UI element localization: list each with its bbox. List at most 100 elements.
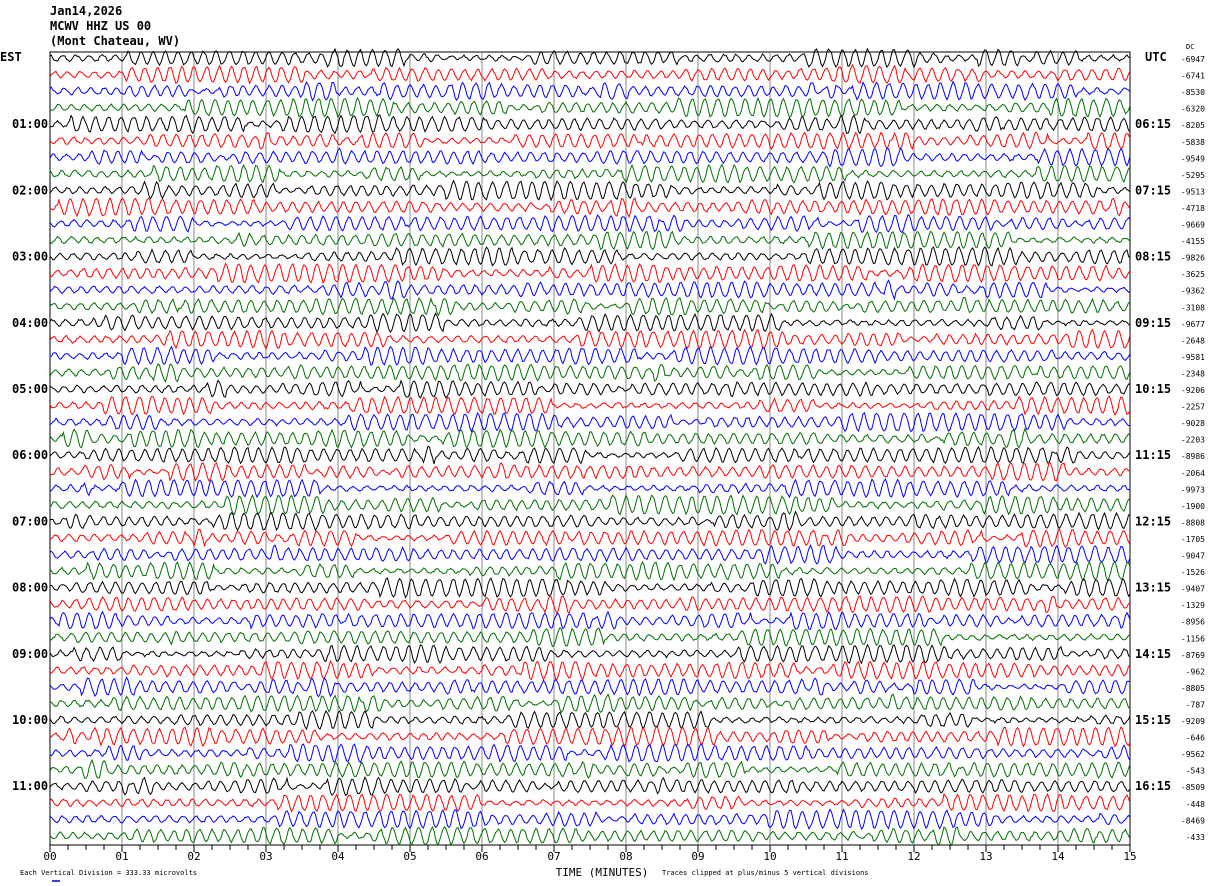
x-tick-label: 01 <box>115 850 128 863</box>
trace-row-15 <box>49 296 1131 317</box>
est-hour-label: 06:00 <box>12 448 48 462</box>
trace-row-38 <box>49 676 1131 698</box>
utc-axis-label: UTC <box>1145 50 1167 64</box>
trace-row-47 <box>49 826 1131 847</box>
x-tick-label: 10 <box>763 850 776 863</box>
dc-offset-label: -9047 <box>1181 552 1205 561</box>
x-tick-label: 05 <box>403 850 416 863</box>
x-tick-label: 08 <box>619 850 632 863</box>
trace-row-1 <box>49 63 1131 85</box>
dc-offset-label: -1329 <box>1181 601 1205 610</box>
dc-offset-label: -433 <box>1186 833 1205 842</box>
trace-row-27 <box>49 493 1131 516</box>
trace-row-11 <box>49 229 1131 251</box>
dc-offset-label: -4718 <box>1181 204 1205 213</box>
trace-row-7 <box>49 163 1131 184</box>
trace-row-13 <box>49 262 1131 285</box>
trace-row-8 <box>49 179 1131 202</box>
trace-row-34 <box>49 610 1131 631</box>
trace-row-23 <box>49 427 1131 449</box>
trace-row-14 <box>49 279 1131 301</box>
utc-hour-label: 10:15 <box>1135 382 1171 396</box>
dc-offset-label: -787 <box>1186 700 1205 709</box>
dc-offset-label: -6320 <box>1181 105 1205 114</box>
trace-row-12 <box>49 245 1131 267</box>
dc-offset-label: -9513 <box>1181 187 1205 196</box>
dc-offset-label: -1156 <box>1181 634 1205 643</box>
x-axis-title: TIME (MINUTES) <box>556 866 649 879</box>
utc-hour-label: 16:15 <box>1135 779 1171 793</box>
est-hour-label: 11:00 <box>12 779 48 793</box>
trace-row-44 <box>49 775 1131 797</box>
x-tick-label: 12 <box>907 850 920 863</box>
dc-offset-label: -6947 <box>1181 55 1205 64</box>
dc-offset-label: -9677 <box>1181 320 1205 329</box>
trace-row-0 <box>49 47 1131 69</box>
x-tick-label: 06 <box>475 850 488 863</box>
x-tick-label: 11 <box>835 850 848 863</box>
x-tick-label: 13 <box>979 850 992 863</box>
dc-offset-label: -5838 <box>1181 138 1205 147</box>
trace-row-36 <box>49 643 1131 665</box>
trace-row-35 <box>49 626 1131 648</box>
trace-row-18 <box>49 345 1131 367</box>
dc-offset-label: -4155 <box>1181 237 1205 246</box>
dc-offset-label: -2203 <box>1181 436 1205 445</box>
x-tick-label: 03 <box>259 850 272 863</box>
dc-offset-label: -1900 <box>1181 502 1205 511</box>
dc-offset-label: -9028 <box>1181 419 1205 428</box>
dc-offset-label: -9562 <box>1181 750 1205 759</box>
trace-row-37 <box>49 660 1131 681</box>
trace-row-24 <box>49 445 1131 465</box>
dc-label: DC <box>1186 43 1194 51</box>
trace-row-40 <box>49 709 1131 731</box>
station-label: MCWV HHZ US 00 <box>50 19 152 33</box>
trace-row-17 <box>49 328 1131 351</box>
trace-row-29 <box>49 528 1131 549</box>
x-tick-label: 15 <box>1123 850 1136 863</box>
dc-offset-label: -5295 <box>1181 171 1205 180</box>
trace-row-6 <box>49 147 1131 168</box>
dc-offset-label: -8805 <box>1181 684 1205 693</box>
est-hour-label: 09:00 <box>12 647 48 661</box>
dc-offset-label: -8769 <box>1181 651 1205 660</box>
utc-hour-label: 14:15 <box>1135 647 1171 661</box>
dc-offset-label: -9362 <box>1181 287 1205 296</box>
trace-row-9 <box>49 197 1131 219</box>
trace-row-45 <box>49 792 1131 813</box>
dc-offset-label: -8469 <box>1181 816 1205 825</box>
trace-row-46 <box>49 808 1131 830</box>
utc-hour-label: 11:15 <box>1135 448 1171 462</box>
dc-offset-label: -2648 <box>1181 336 1205 345</box>
dc-offset-label: -8956 <box>1181 618 1205 627</box>
dc-offset-label: -543 <box>1186 767 1205 776</box>
dc-offset-label: -9669 <box>1181 221 1205 230</box>
est-hour-label: 08:00 <box>12 581 48 595</box>
dc-offset-label: -8509 <box>1181 783 1205 792</box>
dc-offset-label: -3625 <box>1181 270 1205 279</box>
est-hour-label: 07:00 <box>12 514 48 528</box>
trace-row-42 <box>49 742 1131 764</box>
trace-row-5 <box>49 131 1131 151</box>
dc-offset-label: -448 <box>1186 800 1205 809</box>
location-label: (Mont Chateau, WV) <box>50 34 181 48</box>
trace-row-21 <box>49 394 1131 417</box>
dc-offset-label: -2064 <box>1181 469 1205 478</box>
dc-offset-label: -9209 <box>1181 717 1205 726</box>
est-hour-label: 01:00 <box>12 117 48 131</box>
est-hour-label: 03:00 <box>12 250 48 264</box>
dc-offset-label: -3108 <box>1181 303 1205 312</box>
est-axis-label: EST <box>0 50 22 64</box>
utc-hour-label: 15:15 <box>1135 713 1171 727</box>
utc-hour-label: 13:15 <box>1135 581 1171 595</box>
trace-row-25 <box>50 461 1131 482</box>
dc-offset-label: -9826 <box>1181 254 1205 263</box>
x-tick-label: 07 <box>547 850 560 863</box>
dc-offset-label: -962 <box>1186 667 1205 676</box>
trace-row-28 <box>49 510 1131 532</box>
utc-hour-label: 06:15 <box>1135 117 1171 131</box>
dc-offset-label: -8530 <box>1181 88 1205 97</box>
trace-row-32 <box>49 577 1131 599</box>
trace-row-4 <box>49 114 1131 135</box>
